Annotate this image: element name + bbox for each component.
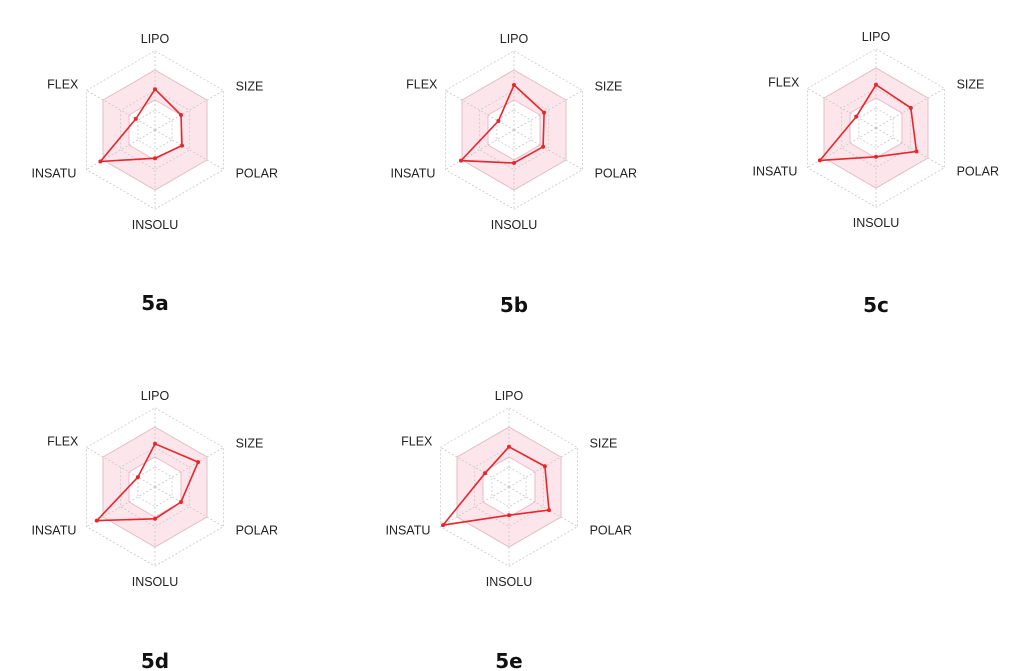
data-point-lipo [874,82,878,87]
data-point-insolu [507,513,511,518]
axis-spoke [875,88,945,129]
axis-label-insolu: INSOLU [132,218,179,232]
data-point-polar [180,143,184,148]
axis-spoke [807,88,877,129]
data-point-flex [133,116,138,121]
panel-caption: 5e [495,649,522,671]
data-point-flex [854,114,859,119]
data-point-insolu [874,154,878,159]
data-point-lipo [512,83,516,87]
data-point-insatu [441,523,445,528]
axis-label-polar: POLAR [590,524,632,538]
axis-label-insatu: INSATU [385,524,430,538]
data-point-insolu [512,161,516,165]
axis-label-flex: FLEX [47,77,79,91]
axis-label-insolu: INSOLU [486,575,533,589]
data-point-insatu [94,518,99,523]
axis-spoke [513,90,583,131]
axis-label-insolu: INSOLU [853,216,900,230]
axis-label-polar: POLAR [236,524,278,538]
data-point-lipo [153,87,157,92]
data-point-polar [179,500,183,504]
axis-label-size: SIZE [590,436,618,450]
data-point-polar [541,144,546,149]
radar-panel-5d: LIPO SIZE POLAR INSOLU INSATU FLEX 5d [31,389,278,671]
axis-spoke [86,486,156,527]
axis-label-lipo: LIPO [141,389,170,403]
axis-label-insatu: INSATU [752,165,797,179]
axis-label-lipo: LIPO [500,32,529,46]
data-point-insolu [153,156,157,161]
grid-ring [807,48,945,208]
data-point-lipo [507,444,511,449]
data-point-size [196,460,201,465]
axis-label-lipo: LIPO [862,30,891,44]
data-point-flex [483,471,488,476]
panel-caption: 5a [141,291,168,315]
axis-spoke [508,447,578,488]
axis-label-flex: FLEX [406,77,438,91]
data-point-lipo [153,441,157,446]
panel-caption: 5b [500,293,528,317]
data-point-size [179,113,183,117]
axis-label-insatu: INSATU [31,524,76,538]
axis-spoke [807,127,877,168]
axis-label-flex: FLEX [768,75,800,89]
axis-spoke [86,447,156,488]
axis-label-lipo: LIPO [495,389,524,403]
axis-label-size: SIZE [236,79,264,93]
axis-label-size: SIZE [236,436,264,450]
axis-spoke [508,486,578,527]
axis-label-size: SIZE [595,79,623,93]
panel-caption: 5d [141,649,169,671]
axis-label-lipo: LIPO [141,32,170,46]
axis-label-polar: POLAR [236,167,278,181]
axis-spoke [440,486,510,527]
axis-spoke [154,90,224,131]
data-point-flex [496,119,501,123]
data-point-size [908,105,913,110]
data-point-size [542,110,547,115]
data-point-insatu [98,159,103,164]
data-point-insolu [153,516,157,521]
axis-label-insatu: INSATU [390,167,435,181]
axis-label-flex: FLEX [401,434,433,448]
radar-panel-5c: LIPO SIZE POLAR INSOLU INSATU FLEX 5c [752,30,999,317]
axis-label-polar: POLAR [595,167,637,181]
grid-ring [439,407,578,567]
axis-spoke [86,90,156,131]
data-point-flex [135,475,140,480]
data-point-insatu [459,158,463,163]
axis-spoke [445,129,515,170]
axis-spoke [154,486,224,527]
axis-spoke [154,447,224,488]
axis-spoke [875,127,945,168]
grid-ring [86,407,225,567]
axis-spoke [154,129,224,170]
axis-label-polar: POLAR [957,165,999,179]
grid-ring [444,50,583,210]
panel-caption: 5c [863,293,889,317]
grid-ring [86,50,225,210]
radar-panel-5b: LIPO SIZE POLAR INSOLU INSATU FLEX 5b [390,32,637,317]
axis-spoke [445,90,515,131]
axis-spoke [440,447,510,488]
radar-panel-5e: LIPO SIZE POLAR INSOLU INSATU FLEX 5e [385,389,632,671]
data-point-polar [914,149,919,154]
radar-panel-5a: LIPO SIZE POLAR INSOLU INSATU FLEX 5a [31,32,278,315]
data-point-polar [547,508,551,513]
axis-label-size: SIZE [957,77,985,91]
axis-label-insolu: INSOLU [491,218,538,232]
axis-spoke [86,129,156,170]
data-point-insatu [817,158,822,163]
axis-label-insolu: INSOLU [132,575,179,589]
axis-label-flex: FLEX [47,434,79,448]
axis-spoke [513,129,583,170]
axis-label-insatu: INSATU [31,167,76,181]
data-point-size [542,464,547,469]
